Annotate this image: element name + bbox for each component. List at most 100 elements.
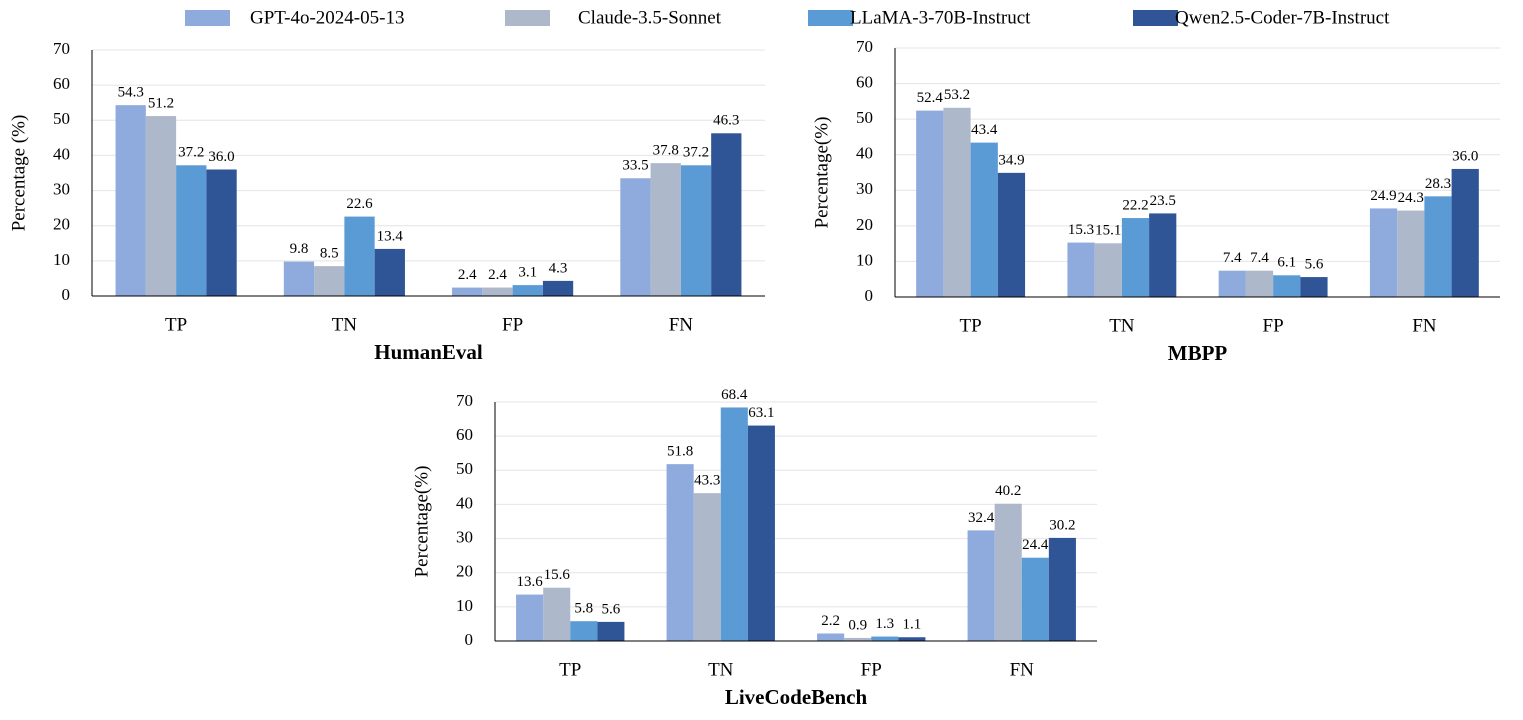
bar bbox=[1094, 243, 1122, 297]
bar bbox=[1424, 196, 1452, 297]
data-label: 43.4 bbox=[971, 122, 998, 138]
bar bbox=[650, 163, 681, 296]
y-tick-label: 0 bbox=[865, 286, 874, 305]
y-tick-label: 70 bbox=[856, 37, 873, 56]
data-label: 52.4 bbox=[917, 90, 944, 106]
bar bbox=[1021, 557, 1049, 641]
bar bbox=[1451, 168, 1479, 297]
bar bbox=[997, 172, 1026, 297]
x-tick-label: FP bbox=[861, 659, 882, 680]
y-tick-label: 20 bbox=[53, 215, 70, 234]
bar bbox=[1149, 213, 1177, 297]
x-tick-label: FN bbox=[669, 314, 694, 335]
data-label: 4.3 bbox=[549, 260, 568, 276]
bar bbox=[283, 261, 315, 296]
bar bbox=[512, 285, 543, 296]
data-label: 0.9 bbox=[848, 617, 867, 633]
y-tick-label: 50 bbox=[53, 109, 70, 128]
data-label: 53.2 bbox=[944, 87, 970, 103]
x-tick-label: TP bbox=[559, 659, 581, 680]
data-label: 40.2 bbox=[995, 483, 1021, 499]
legend-swatch bbox=[185, 10, 230, 26]
bar bbox=[844, 637, 872, 641]
bar bbox=[570, 621, 598, 641]
chart-title: MBPP bbox=[1168, 341, 1228, 365]
bar bbox=[898, 637, 926, 641]
bar bbox=[597, 621, 625, 641]
bar bbox=[206, 169, 237, 296]
y-tick-label: 10 bbox=[856, 250, 873, 269]
bar bbox=[145, 116, 177, 296]
data-label: 15.6 bbox=[544, 567, 571, 583]
data-label: 37.2 bbox=[178, 145, 204, 161]
legend-label: Qwen2.5-Coder-7B-Instruct bbox=[1175, 7, 1390, 28]
data-label: 32.4 bbox=[968, 510, 995, 526]
y-tick-label: 60 bbox=[456, 425, 473, 444]
data-label: 2.4 bbox=[458, 267, 477, 283]
bar bbox=[374, 248, 405, 296]
data-label: 6.1 bbox=[1277, 255, 1296, 271]
data-label: 34.9 bbox=[998, 152, 1024, 168]
bar bbox=[1397, 210, 1425, 297]
data-label: 7.4 bbox=[1250, 250, 1269, 266]
chart-title: HumanEval bbox=[374, 340, 483, 364]
data-label: 5.6 bbox=[1305, 257, 1324, 273]
y-tick-label: 60 bbox=[856, 72, 873, 91]
data-label: 51.2 bbox=[148, 96, 174, 112]
data-label: 15.1 bbox=[1095, 223, 1121, 239]
data-label: 43.3 bbox=[694, 473, 720, 489]
x-tick-label: TP bbox=[165, 314, 187, 335]
y-tick-label: 70 bbox=[53, 39, 70, 58]
bar bbox=[693, 493, 721, 641]
y-tick-label: 50 bbox=[456, 459, 473, 478]
x-tick-label: TP bbox=[960, 315, 982, 336]
x-tick-label: TN bbox=[332, 314, 358, 335]
legend-label: GPT-4o-2024-05-13 bbox=[250, 7, 404, 28]
data-label: 8.5 bbox=[320, 246, 339, 262]
y-tick-label: 20 bbox=[856, 215, 873, 234]
data-label: 36.0 bbox=[208, 149, 234, 165]
bar bbox=[747, 425, 775, 641]
y-tick-label: 60 bbox=[53, 74, 70, 93]
bar bbox=[720, 407, 748, 641]
bar bbox=[115, 105, 146, 296]
bar bbox=[711, 133, 742, 296]
y-axis-title: Percentage(%) bbox=[411, 466, 432, 578]
data-label: 2.2 bbox=[821, 613, 840, 629]
x-tick-label: FP bbox=[502, 314, 523, 335]
bar bbox=[1121, 218, 1150, 297]
y-axis-title: Percentage (%) bbox=[8, 115, 29, 232]
data-label: 33.5 bbox=[622, 158, 648, 174]
y-tick-label: 20 bbox=[456, 562, 473, 581]
bar bbox=[916, 110, 944, 297]
data-label: 23.5 bbox=[1150, 193, 1176, 209]
y-tick-label: 30 bbox=[856, 179, 873, 198]
y-tick-label: 40 bbox=[53, 144, 70, 163]
chart-title: LiveCodeBench bbox=[725, 685, 868, 709]
y-axis-title: Percentage(%) bbox=[811, 117, 832, 229]
data-label: 5.8 bbox=[574, 601, 593, 617]
bar bbox=[943, 107, 971, 297]
data-label: 2.4 bbox=[488, 267, 507, 283]
bar bbox=[666, 464, 694, 641]
data-label: 68.4 bbox=[721, 387, 748, 403]
bar bbox=[1300, 277, 1328, 297]
data-label: 51.8 bbox=[667, 444, 693, 460]
y-tick-label: 0 bbox=[62, 285, 71, 304]
bar bbox=[970, 142, 998, 297]
y-tick-label: 70 bbox=[456, 391, 473, 410]
data-label: 13.4 bbox=[377, 228, 404, 244]
data-label: 37.8 bbox=[653, 143, 679, 159]
bar bbox=[1273, 275, 1301, 297]
y-tick-label: 40 bbox=[456, 493, 473, 512]
data-label: 22.2 bbox=[1122, 197, 1148, 213]
legend-label: Claude-3.5-Sonnet bbox=[578, 7, 722, 28]
bar bbox=[1067, 242, 1095, 297]
bar bbox=[543, 587, 571, 641]
bar bbox=[680, 165, 712, 296]
data-label: 3.1 bbox=[518, 265, 537, 281]
bar bbox=[314, 266, 345, 296]
y-tick-label: 10 bbox=[53, 250, 70, 269]
data-label: 7.4 bbox=[1223, 250, 1242, 266]
